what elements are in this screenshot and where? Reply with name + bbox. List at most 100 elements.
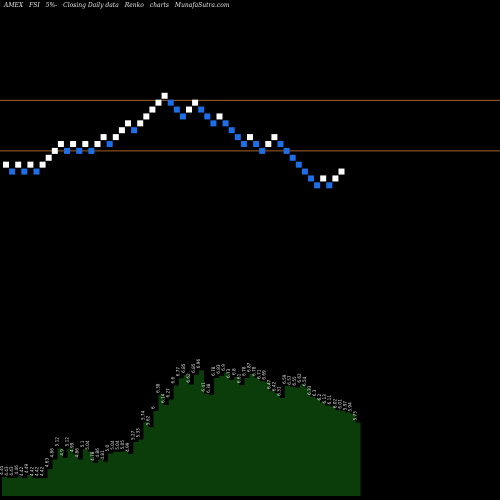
renko-brick-down [240,141,247,147]
renko-brick-up [265,141,272,147]
volume-value-label: 4.86 [75,448,80,458]
volume-value-label: 5.33 [135,428,140,438]
renko-brick-down [76,147,83,154]
volume-area [2,370,361,496]
renko-brick-down [283,147,290,154]
volume-value-label: 6.87 [246,362,251,372]
volume-value-label: 5.04 [115,440,120,450]
volume-value-label: 5.27 [130,430,135,440]
renko-brick-up [192,99,199,106]
volume-value-label: 5.94 [347,402,352,412]
volume-value-label: 6.78 [241,366,246,376]
volume-value-label: 6.38 [206,383,211,393]
renko-brick-down [295,161,302,168]
exchange-label: AMEX [4,2,24,9]
renko-brick-down [64,147,70,154]
volume-value-label: 6 [151,406,156,409]
renko-brick-down [204,113,211,120]
change-sign: - [55,2,58,9]
renko-brick-up [137,120,144,127]
reference-lines [0,99,500,152]
renko-brick-down [106,141,113,147]
volume-value-label: 6.8 [231,368,236,375]
volume-value-label: 5.04 [110,440,115,450]
symbol-label: FSI [29,2,40,9]
renko-brick-up [155,99,162,106]
renko-brick-down [277,141,284,147]
volume-value-label: 4.43 [4,466,9,476]
volume-value-label: 5.1 [80,440,85,447]
renko-brick-up [94,141,101,147]
volume-value-label: 6.57 [287,375,292,385]
volume-value-label: 4.99 [70,442,75,452]
volume-value-label: 4.42 [29,466,34,476]
volume-value-label: 4.49 [24,464,29,474]
renko-bricks [3,92,345,189]
renko-brick-up [45,154,52,161]
volume-value-label: 5.12 [65,437,70,447]
volume-value-label: 6.02 [332,398,337,408]
renko-brick-down [210,120,217,127]
renko-brick-down [222,120,229,127]
renko-brick-down [179,113,186,120]
renko-brick-down [131,127,138,134]
volume-value-label: 6.78 [252,366,257,376]
volume-value-label: 5.12 [55,437,60,447]
renko-brick-up [149,106,156,113]
volume-value-label: 4.45 [0,465,4,475]
volume-value-label: 6.2 [317,394,322,401]
volume-value-label: 6.77 [176,367,181,377]
renko-brick-up [57,141,64,147]
volume-value-label: 6.54 [302,376,307,386]
renko-brick-up [247,134,253,141]
volume-value-label: 4.9 [60,449,65,456]
volume-value-label: 4.86 [50,448,55,458]
chart-description: Closing Daily data [63,2,119,9]
volume-value-label: 4.46 [14,465,19,475]
renko-brick-up [39,161,46,168]
renko-brick-up [15,161,22,168]
renko-brick-up [112,134,119,141]
renko-brick-down [167,99,174,106]
renko-brick-up [27,161,34,168]
volume-value-label: 6.27 [166,388,171,398]
volume-value-label: 4.63 [44,458,49,468]
volume-value-label: 5.0 [105,445,110,452]
volume-value-label: 4.78 [90,451,95,461]
volume-value-label: 6.71 [257,369,262,379]
renko-brick-up [100,134,107,141]
volume-value-label: 6.41 [201,382,206,392]
volume-value-label: 4.99 [125,442,130,452]
volume-value-label: 4.81 [100,450,105,460]
renko-brick-down [21,168,28,175]
volume-value-label: 5.05 [120,440,125,450]
volume-value-label: 6.6 [171,377,176,384]
renko-brick-up [186,106,192,113]
volume-value-label: 5.04 [85,440,90,450]
renko-brick-up [118,127,125,134]
renko-brick-down [314,182,321,189]
volume-value-label: 4.86 [95,448,100,458]
volume-value-label: 6.85 [191,363,196,373]
volume-value-label: 6.62 [186,373,191,383]
renko-brick-down [88,147,95,154]
renko-brick-down [301,168,308,175]
volume-value-label: 5.62 [145,415,150,425]
volume-panel: 4.45 4.43 4.43 4.46 4.42 4.49 4.42 4.42 4.424.63… [0,359,361,496]
volume-value-label: 6.33 [307,385,312,395]
renko-brick-up [82,141,89,147]
volume-value-label: 6.85 [181,363,186,373]
renko-brick-down [326,182,333,189]
renko-brick-down [33,168,40,175]
renko-brick-down [289,154,296,161]
volume-value-label: 6.69 [262,370,267,380]
volume-value-label: 6.3 [312,389,317,396]
volume-value-label: 6.62 [297,373,302,383]
volume-value-label: 4.43 [9,466,14,476]
site-label: MunafaSutra.com [174,2,230,9]
volume-value-label: 4.42 [39,466,44,476]
volume-value-label: 6.13 [322,394,327,404]
renko-brick-up [332,175,339,182]
volume-value-label: 6.55 [292,376,297,386]
